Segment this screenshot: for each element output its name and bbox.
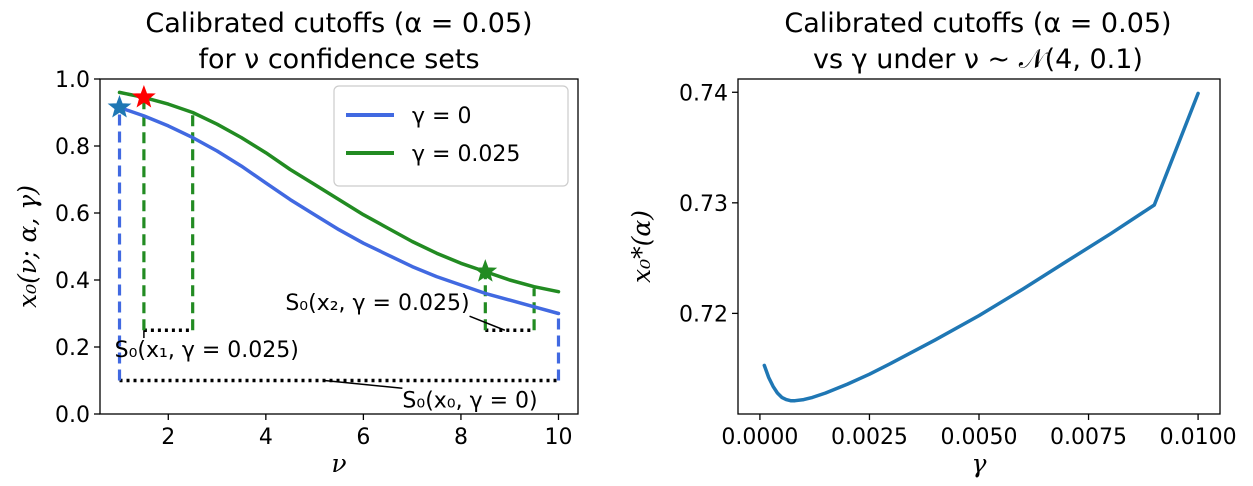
right-chart-title-line2: vs γ under ν ~ 𝒩(4, 0.1) <box>813 44 1143 75</box>
y-tick-label: 0.72 <box>679 302 728 327</box>
star-marker <box>473 259 498 282</box>
legend-label: γ = 0.025 <box>412 142 520 167</box>
y-tick-label: 0.6 <box>55 202 90 227</box>
legend-label: γ = 0 <box>412 104 471 129</box>
annotation-arrow <box>324 379 403 390</box>
y-tick-label: 0.0 <box>55 403 90 428</box>
x-tick-label: 8 <box>454 425 468 450</box>
left-chart: Calibrated cutoffs (α = 0.05) for ν conf… <box>13 8 579 478</box>
right-chart-title-line1: Calibrated cutoffs (α = 0.05) <box>784 8 1171 39</box>
x-tick-label: 0.0050 <box>941 425 1018 450</box>
axes-frame <box>737 78 1221 415</box>
y-tick-label: 0.73 <box>679 192 728 217</box>
y-axis-label: x₀(ν; α, γ) <box>13 185 42 308</box>
annotation-label: S₀(x₁, γ = 0.025) <box>115 338 299 363</box>
y-axis-label: x₀*(α) <box>627 210 656 283</box>
right-plot-area: 0.0000 0.0025 0.0050 0.0075 0.0100 0.72 0.73 0.… <box>627 78 1237 478</box>
plot-inner <box>117 90 561 383</box>
left-chart-title-line2: for ν confidence sets <box>198 44 479 75</box>
series-line-0 <box>117 105 561 316</box>
x-tick-label: 0.0025 <box>831 425 908 450</box>
left-chart-title-line1: Calibrated cutoffs (α = 0.05) <box>145 8 532 39</box>
plot-inner <box>762 91 1200 403</box>
axes-frame <box>99 78 579 415</box>
x-tick-label: 4 <box>259 425 273 450</box>
annotation-label: S₀(x₂, γ = 0.025) <box>285 291 469 316</box>
star-marker <box>132 84 156 108</box>
x-tick-label: 10 <box>544 425 572 450</box>
x-tick-label: 0.0000 <box>721 425 798 450</box>
x-tick-label: 6 <box>356 425 370 450</box>
x-tick-label: 0.0100 <box>1160 425 1237 450</box>
annotation-label: S₀(x₀, γ = 0) <box>402 388 537 413</box>
x-tick-label: 2 <box>161 425 175 450</box>
y-tick-label: 0.2 <box>55 336 90 361</box>
right-chart: Calibrated cutoffs (α = 0.05) vs γ under… <box>627 8 1237 478</box>
legend-box <box>333 85 569 187</box>
x-tick-label: 0.0075 <box>1050 425 1127 450</box>
y-tick-label: 0.8 <box>55 135 90 160</box>
y-tick-label: 0.74 <box>679 81 728 106</box>
star-marker <box>107 95 132 118</box>
y-tick-label: 0.4 <box>55 269 90 294</box>
x-axis-label: ν <box>331 449 346 478</box>
annotation-arrow <box>469 315 506 331</box>
series-line-0 <box>762 91 1200 403</box>
y-tick-label: 1.0 <box>55 68 90 93</box>
x-axis-label: γ <box>972 449 987 478</box>
left-plot-area: 2 4 6 8 10 0.0 0.2 0.4 0.6 0.8 1.0 ν x₀(ν; α, γ) S₀(x… <box>13 68 579 478</box>
